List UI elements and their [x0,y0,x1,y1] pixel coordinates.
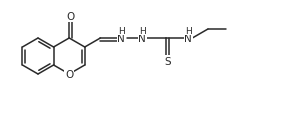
Text: H: H [118,26,125,35]
Text: O: O [65,69,73,79]
Text: H: H [139,26,146,35]
Text: N: N [185,34,192,44]
Text: N: N [118,34,125,44]
Text: N: N [139,34,146,44]
Text: S: S [164,56,171,66]
Text: O: O [66,12,75,22]
Text: H: H [185,26,192,35]
